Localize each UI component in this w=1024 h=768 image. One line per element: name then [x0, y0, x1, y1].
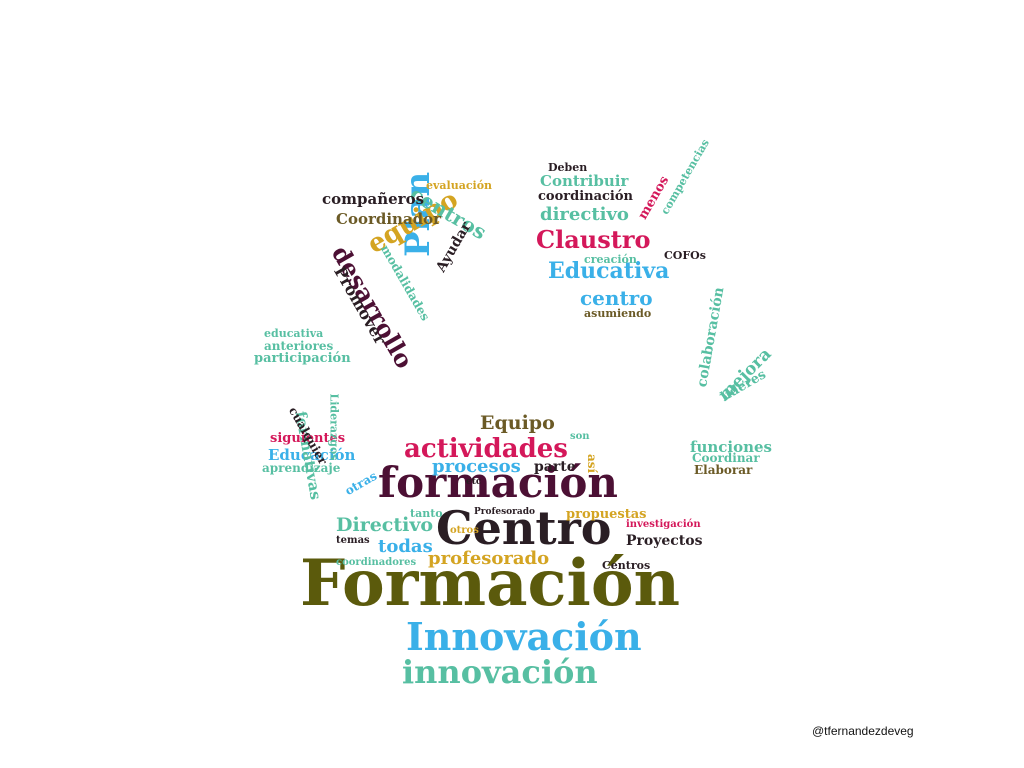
cloud-word: evaluación — [426, 179, 493, 192]
cloud-word: Proyectos — [626, 533, 703, 549]
cloud-word: etc — [466, 477, 482, 487]
cloud-word: Claustro — [536, 225, 651, 254]
cloud-word: asumiendo — [584, 307, 652, 320]
cloud-word: Formación — [300, 546, 681, 621]
cloud-word: COFOs — [664, 249, 706, 262]
cloud-word: innovación — [402, 653, 598, 691]
cloud-word: Liderazgos — [327, 393, 341, 461]
cloud-word: investigación — [626, 519, 701, 530]
cloud-word: creación — [584, 253, 637, 266]
cloud-word: Centro — [436, 501, 612, 555]
cloud-word: Contribuir — [540, 172, 629, 190]
cloud-word: educativa — [264, 327, 324, 340]
cloud-word: tanto — [410, 507, 443, 520]
cloud-word: así — [585, 454, 599, 474]
cloud-word: Coordinador — [336, 210, 442, 228]
cloud-word: anteriores — [264, 339, 334, 353]
cloud-word: Deben — [548, 161, 588, 174]
cloud-word: directivo — [540, 204, 629, 225]
cloud-word: parte — [534, 459, 576, 475]
cloud-word: compañeros — [322, 190, 425, 208]
cloud-word: colaboración — [694, 285, 728, 389]
cloud-word: actividades — [404, 434, 568, 464]
author-credit: @tfernandezdeveg — [812, 724, 914, 738]
cloud-word: competencias — [658, 136, 712, 217]
cloud-word: aprendizaje — [262, 461, 341, 475]
cloud-word: coordinación — [538, 189, 633, 204]
cloud-word: Educación — [268, 446, 356, 464]
cloud-word: participación — [254, 351, 351, 366]
cloud-word: funciones — [690, 438, 772, 456]
cloud-word: procesos — [432, 456, 521, 477]
cloud-word: formación — [378, 458, 618, 507]
cloud-word: Equipo — [480, 412, 555, 434]
cloud-word: Elaborar — [694, 463, 753, 477]
cloud-word: Coordinar — [692, 451, 760, 465]
cloud-word: siguientes — [270, 431, 346, 446]
cloud-word: otras — [342, 468, 380, 499]
cloud-word: Innovación — [406, 614, 642, 659]
cloud-word: Directivo — [336, 514, 434, 536]
cloud-word: coordinadores — [336, 557, 417, 568]
cloud-word: Profesorado — [474, 507, 536, 517]
cloud-word: Centros — [602, 559, 651, 572]
cloud-word: centro — [580, 286, 653, 310]
cloud-word: temas — [336, 535, 370, 546]
cloud-word: profesorado — [428, 548, 550, 569]
cloud-word: propuestas — [566, 507, 647, 522]
cloud-word: son — [570, 431, 590, 442]
cloud-word: Educativa — [548, 258, 670, 284]
cloud-word: todas — [378, 536, 433, 557]
cloud-word: otros — [450, 525, 479, 536]
